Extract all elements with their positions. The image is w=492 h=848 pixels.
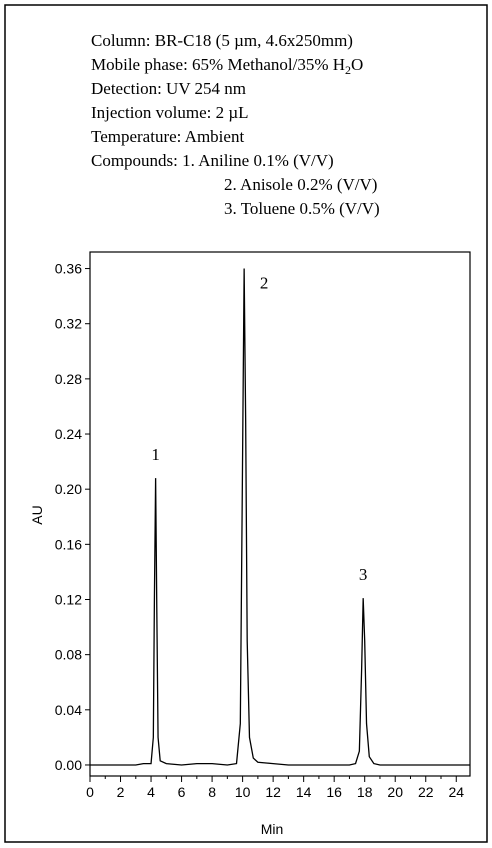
x-tick-label: 22 [418, 784, 434, 800]
y-tick-label: 0.28 [55, 371, 82, 387]
y-tick-label: 0.36 [55, 261, 82, 277]
y-tick-label: 0.04 [55, 702, 82, 718]
y-tick-label: 0.20 [55, 481, 82, 497]
peak-label: 3 [359, 565, 368, 584]
y-tick-label: 0.32 [55, 316, 82, 332]
x-tick-label: 20 [387, 784, 403, 800]
x-tick-label: 6 [178, 784, 186, 800]
chromatogram-line [90, 268, 470, 766]
info-line: Detection: UV 254 nm [91, 79, 246, 98]
y-axis-label: AU [29, 505, 45, 524]
info-line: 2. Anisole 0.2% (V/V) [224, 175, 377, 194]
info-sub: 2 [345, 63, 351, 77]
x-tick-label: 24 [448, 784, 464, 800]
x-tick-label: 10 [235, 784, 251, 800]
x-tick-label: 0 [86, 784, 94, 800]
x-tick-label: 18 [357, 784, 373, 800]
y-tick-label: 0.12 [55, 591, 82, 607]
x-tick-label: 4 [147, 784, 155, 800]
info-line: 3. Toluene 0.5% (V/V) [224, 199, 380, 218]
x-axis-label: Min [261, 821, 284, 837]
info-line: Temperature: Ambient [91, 127, 244, 146]
x-tick-label: 14 [296, 784, 312, 800]
x-tick-label: 8 [208, 784, 216, 800]
info-text: O [351, 55, 363, 74]
peak-label: 2 [260, 274, 269, 293]
info-line: Injection volume: 2 µL [91, 103, 249, 122]
info-line: Compounds: 1. Aniline 0.1% (V/V) [91, 151, 334, 170]
y-tick-label: 0.24 [55, 426, 82, 442]
y-tick-label: 0.00 [55, 757, 82, 773]
y-tick-label: 0.16 [55, 536, 82, 552]
peak-label: 1 [151, 445, 160, 464]
info-text: Mobile phase: 65% Methanol/35% H [91, 55, 345, 74]
info-line: Column: BR-C18 (5 µm, 4.6x250mm) [91, 31, 353, 50]
x-tick-label: 16 [326, 784, 342, 800]
plot-frame [89, 251, 471, 777]
y-tick-label: 0.08 [55, 647, 82, 663]
x-tick-label: 12 [265, 784, 281, 800]
x-tick-label: 2 [117, 784, 125, 800]
info-line: Mobile phase: 65% Methanol/35% H2O [91, 55, 363, 77]
outer-border [4, 4, 488, 843]
